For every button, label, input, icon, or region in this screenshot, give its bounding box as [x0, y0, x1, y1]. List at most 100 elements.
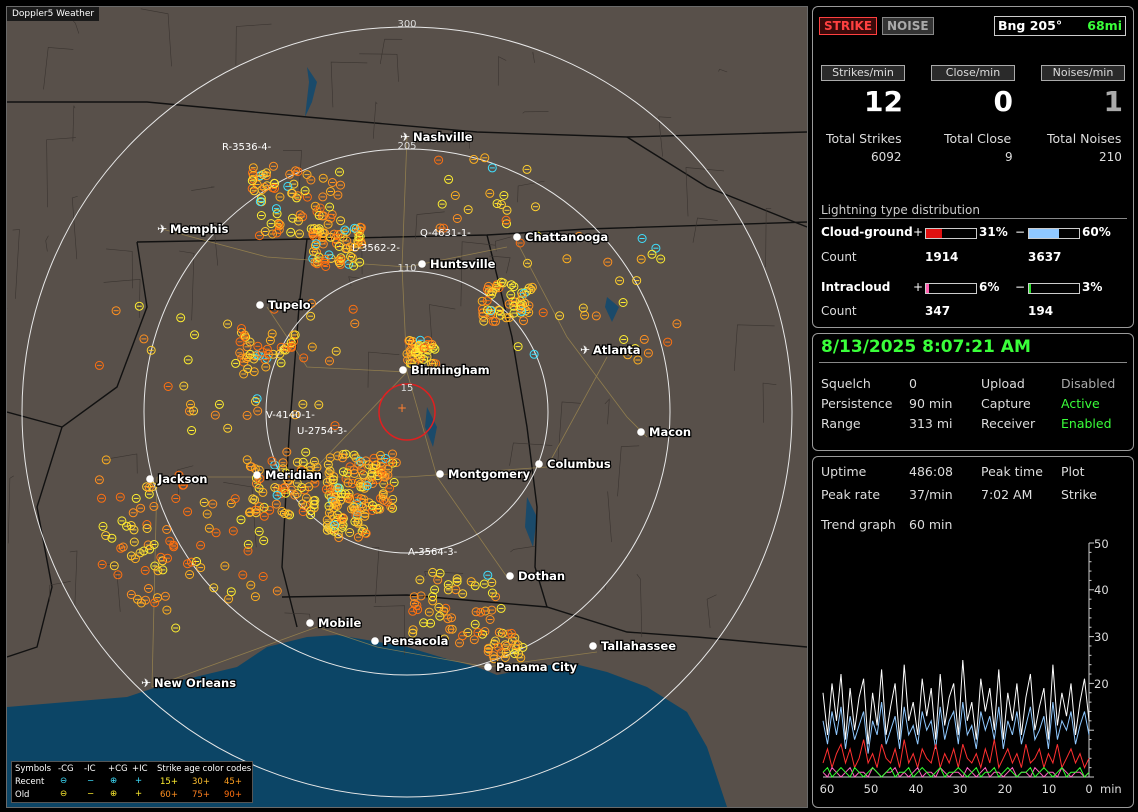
strike-marker: [101, 531, 111, 540]
strike-marker: [409, 592, 419, 602]
strike-marker: [243, 539, 253, 549]
strike-marker: [109, 561, 119, 571]
strike-marker: [524, 308, 534, 317]
strike-marker: [265, 336, 275, 345]
strike-marker: [223, 319, 233, 329]
range-label: 300: [397, 19, 416, 30]
strike-marker: [367, 468, 377, 478]
strike-marker: [261, 362, 271, 372]
distribution-title: Lightning type distribution: [821, 203, 980, 217]
strike-marker: [639, 334, 649, 344]
strike-marker: [297, 483, 307, 492]
strike-marker: [243, 364, 253, 374]
strike-marker: [272, 586, 282, 596]
airport-icon: ✈: [141, 676, 151, 690]
strike-button[interactable]: STRIKE: [819, 17, 878, 35]
strike-marker: [179, 480, 189, 490]
strike-marker: [336, 496, 345, 505]
strike-marker: [267, 456, 277, 466]
strike-marker: [494, 306, 504, 316]
strike-marker: [502, 205, 512, 215]
strike-marker: [310, 201, 320, 211]
strike-marker: [502, 641, 511, 651]
city-label: Columbus: [547, 457, 611, 471]
noise-button[interactable]: NOISE: [882, 17, 934, 35]
strike-marker: [492, 199, 502, 209]
ic-positive-count: 347: [925, 304, 951, 318]
strike-marker: [483, 305, 492, 315]
strike-marker: [289, 179, 299, 189]
legend-col: +CG: [108, 764, 128, 774]
strike-marker: [267, 329, 277, 339]
strikes-per-min: 12: [864, 85, 903, 118]
strike-marker: [333, 230, 343, 239]
strike-marker: [247, 176, 257, 186]
strike-marker: [473, 628, 483, 637]
city-dot-icon: [306, 619, 314, 627]
strike-marker: [322, 477, 332, 487]
strike-marker: [253, 406, 263, 416]
y-tick: 20: [1094, 677, 1109, 691]
strike-marker: [443, 614, 453, 624]
strike-marker: [338, 513, 348, 523]
strike-marker: [517, 291, 527, 301]
strike-marker: [288, 213, 297, 223]
strike-marker: [483, 647, 493, 656]
intracloud-label: Intracloud: [821, 280, 891, 294]
city-tallahassee: Tallahassee: [589, 638, 677, 654]
age-code: 60+: [160, 790, 178, 800]
city-dot-icon: [256, 301, 264, 309]
strike-marker: [345, 528, 355, 537]
strike-marker: [324, 508, 334, 518]
capture-value[interactable]: Active: [1061, 396, 1100, 411]
strike-marker: [376, 450, 385, 460]
city-label: Memphis: [170, 222, 229, 236]
strike-marker: [321, 262, 331, 271]
uptime-value: 486:08: [909, 464, 953, 479]
strike-marker: [434, 155, 444, 165]
strike-marker: [463, 628, 473, 637]
strike-marker: [415, 335, 425, 345]
strike-marker: [487, 163, 497, 173]
strike-marker: [306, 462, 316, 472]
lightning-map[interactable]: 300 205 110 15 + R-3536-4- L-3562-2- Q-4…: [6, 6, 808, 808]
strike-marker: [176, 313, 186, 323]
strike-marker: [470, 619, 480, 629]
ic-negative-count: 194: [1028, 304, 1054, 318]
strike-marker: [333, 451, 343, 461]
upload-value[interactable]: Disabled: [1061, 376, 1116, 391]
city-columbus: Columbus: [535, 456, 612, 472]
strike-marker: [349, 465, 359, 475]
strike-marker: [285, 510, 295, 520]
strike-marker: [355, 257, 365, 267]
plot-value[interactable]: Strike: [1061, 487, 1097, 502]
strike-marker: [179, 381, 189, 391]
storm-label: V-4140-1-: [266, 410, 315, 421]
strike-marker: [439, 634, 449, 644]
plot-label: Plot: [1061, 464, 1085, 479]
squelch-label: Squelch: [821, 376, 871, 391]
strike-marker: [252, 479, 261, 489]
strike-marker: [271, 204, 281, 214]
strike-marker: [487, 588, 497, 598]
city-dot-icon: [253, 471, 261, 479]
x-unit: min: [1100, 782, 1122, 796]
strike-marker: [522, 164, 532, 174]
strike-marker: [242, 342, 252, 352]
strike-marker: [307, 298, 316, 308]
strike-marker: [326, 187, 335, 196]
strike-marker: [388, 494, 398, 504]
trend-window[interactable]: 60 min: [909, 517, 953, 532]
strike-marker: [255, 197, 265, 207]
strike-marker: [101, 455, 111, 465]
strike-marker: [158, 565, 168, 575]
strike-marker: [310, 473, 320, 483]
receiver-value[interactable]: Enabled: [1061, 416, 1112, 431]
strike-marker: [136, 598, 146, 608]
strike-marker: [345, 494, 354, 504]
strike-marker: [209, 583, 219, 593]
strike-marker: [350, 223, 359, 233]
strike-marker: [312, 462, 322, 472]
age-code: 90+: [224, 790, 242, 800]
strike-marker: [496, 277, 506, 287]
